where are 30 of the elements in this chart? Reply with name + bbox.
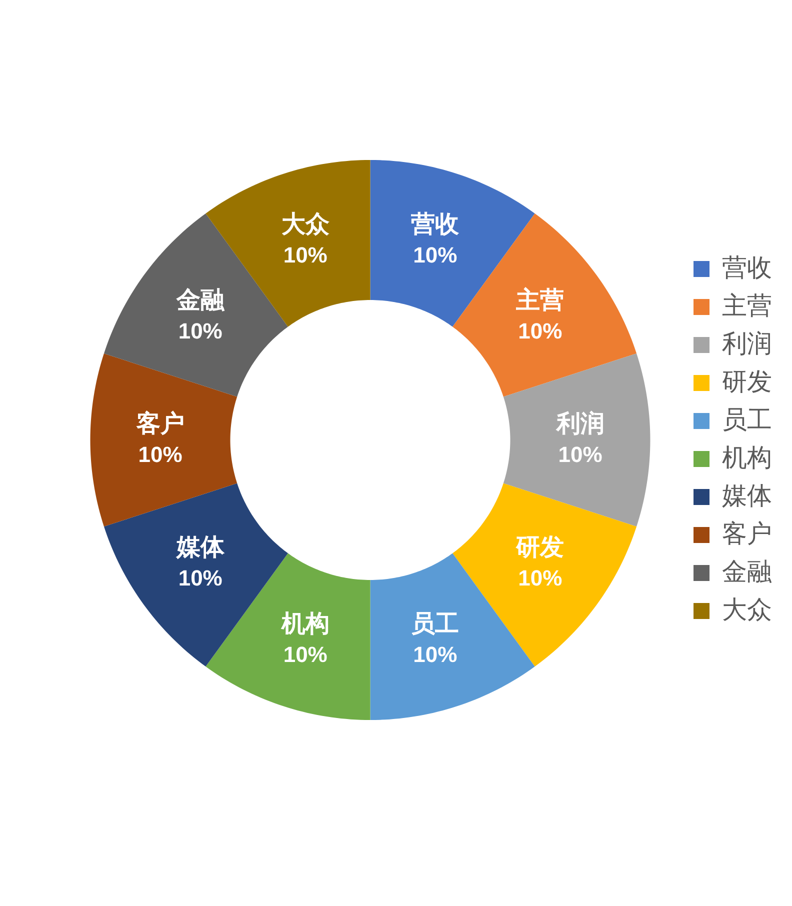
slice-label: 大众	[281, 210, 330, 238]
legend-label: 大众	[722, 596, 772, 624]
legend-label: 媒体	[722, 482, 772, 510]
slice-label: 金融	[175, 287, 226, 314]
slice-label: 研发	[515, 534, 564, 562]
data-label: 10%	[283, 242, 328, 268]
slice-label: 员工	[411, 610, 460, 638]
legend-label: 金融	[722, 558, 772, 586]
data-label: 10%	[518, 565, 562, 590]
slice-label: 利润	[555, 410, 604, 438]
slice-label: 机构	[280, 610, 330, 638]
legend-label: 客户	[722, 520, 772, 548]
legend-label: 员工	[722, 406, 772, 434]
legend-label: 利润	[722, 330, 772, 358]
slice-label: 营收	[410, 210, 460, 238]
data-label: 10%	[558, 442, 602, 468]
legend-label: 主营	[722, 292, 772, 320]
slice-label: 主营	[515, 286, 564, 314]
data-label: 10%	[178, 565, 222, 590]
legend-label: 研发	[722, 368, 772, 396]
slice-label: 客户	[135, 410, 184, 438]
data-label: 10%	[138, 442, 182, 468]
legend-label: 机构	[722, 444, 772, 472]
data-label: 10%	[283, 642, 328, 667]
data-label: 10%	[518, 318, 562, 344]
slice-label: 媒体	[175, 534, 226, 562]
legend-label: 营收	[722, 254, 772, 282]
data-label: 10%	[413, 242, 458, 268]
data-label: 10%	[178, 318, 222, 344]
data-label: 10%	[413, 642, 458, 667]
